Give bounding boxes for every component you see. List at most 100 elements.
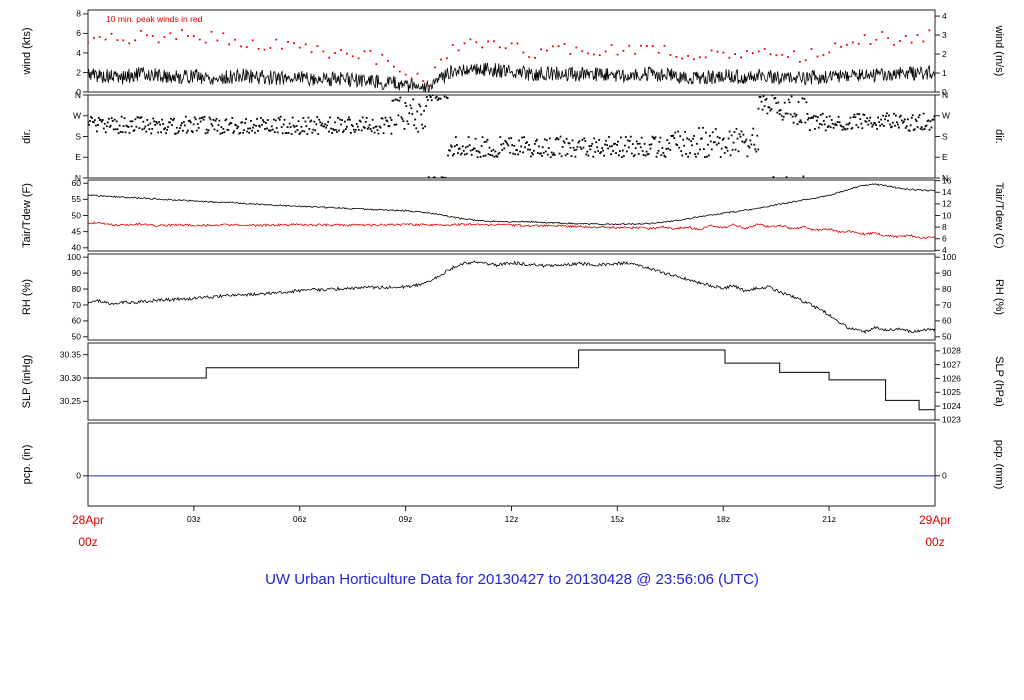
y-tick-right-dir: S (942, 131, 948, 141)
y-tick-left-tair: 60 (72, 178, 82, 188)
y-tick-left-wind: 2 (76, 67, 81, 77)
panel-border-tair (87, 179, 936, 252)
chart-title: UW Urban Horticulture Data for 20130427 … (265, 571, 759, 588)
y-axis-label-right-rh: RH (%) (993, 279, 1005, 315)
y-tick-left-tair: 55 (72, 194, 82, 204)
y-axis-label-left-tair: Tair/Tdew (F) (21, 183, 33, 248)
y-tick-right-rh: 100 (942, 252, 956, 262)
y-axis-label-left-rh: RH (%) (21, 279, 33, 315)
y-tick-right-rh: 70 (942, 300, 952, 310)
y-axis-label-right-tair: Tair/Tdew (C) (993, 182, 1005, 248)
y-tick-right-wind: 1 (942, 68, 947, 78)
series-wind-speed-kts (88, 62, 935, 92)
series-tdew-f (88, 221, 935, 239)
x-axis-date-right: 00z (925, 535, 944, 549)
y-tick-right-slp: 1024 (942, 401, 961, 411)
x-tick-label: 15z (611, 514, 625, 524)
panel-slp: 30.25 30.30 30.35 1023 1024 1025 1026 1027 1028 S… (21, 342, 1005, 425)
panel-pcp: 0 0 pcp. (in) pcp. (mm) (21, 422, 1005, 507)
y-tick-right-tair: 8 (942, 222, 947, 232)
y-tick-right-rh: 50 (942, 332, 952, 342)
y-tick-right-tair: 12 (942, 199, 952, 209)
series-peak-wind-kts (88, 29, 931, 87)
panel-border-rh (87, 253, 936, 341)
y-tick-left-dir: S (75, 131, 81, 141)
x-tick-label: 09z (399, 514, 413, 524)
x-axis-date-left: 00z (78, 535, 97, 549)
x-axis-date-left: 28Apr (72, 513, 104, 527)
y-tick-right-slp: 1025 (942, 387, 961, 397)
y-tick-right-tair: 4 (942, 245, 947, 255)
y-tick-left-tair: 40 (72, 243, 82, 253)
y-axis-label-left-slp: SLP (inHg) (21, 355, 33, 409)
y-tick-right-slp: 1027 (942, 359, 961, 369)
y-tick-right-dir: E (942, 152, 948, 162)
y-tick-left-dir: N (75, 90, 81, 100)
x-axis-date-right: 29Apr (919, 513, 951, 527)
series-slp-inhg (88, 349, 935, 411)
y-tick-right-wind: 2 (942, 49, 947, 59)
y-tick-left-slp: 30.35 (60, 349, 82, 359)
y-tick-left-rh: 50 (72, 332, 82, 342)
y-tick-left-wind: 6 (76, 28, 81, 38)
x-tick-label: 06z (293, 514, 307, 524)
y-axis-label-left-wind: wind (kts) (21, 27, 33, 75)
y-tick-left-wind: 8 (76, 9, 81, 19)
y-axis-label-left-pcp: pcp. (in) (21, 445, 33, 485)
y-axis-label-right-slp: SLP (hPa) (993, 356, 1005, 407)
y-tick-right-tair: 14 (942, 187, 952, 197)
y-tick-right-slp: 1023 (942, 415, 961, 425)
panel-border-wind (87, 9, 936, 93)
y-tick-left-rh: 90 (72, 268, 82, 278)
x-tick-label: 12z (505, 514, 519, 524)
series-tair-f (88, 183, 935, 226)
y-tick-right-rh: 60 (942, 316, 952, 326)
x-tick-label: 03z (187, 514, 201, 524)
y-tick-left-pcp: 0 (76, 471, 81, 481)
y-tick-left-wind: 4 (76, 48, 81, 58)
y-tick-right-dir: W (942, 111, 950, 121)
y-tick-right-wind: 4 (942, 11, 947, 21)
y-axis-label-left-dir: dir. (21, 129, 33, 144)
y-axis-label-right-wind: wind (m/s) (993, 25, 1005, 77)
y-tick-right-wind: 0 (942, 87, 947, 97)
panel-border-slp (87, 342, 936, 421)
y-tick-left-wind: 0 (76, 87, 81, 97)
x-tick-label: 18z (716, 514, 730, 524)
y-tick-right-pcp: 0 (942, 471, 947, 481)
y-tick-right-rh: 80 (942, 284, 952, 294)
y-tick-right-slp: 1028 (942, 346, 961, 356)
y-tick-right-tair: 10 (942, 210, 952, 220)
y-tick-left-rh: 70 (72, 300, 82, 310)
panel-wind: 0 2 4 6 8 0 1 2 3 4 wind (kts) wind (m/s) (21, 9, 1005, 97)
y-tick-left-rh: 80 (72, 284, 82, 294)
y-tick-right-dir: N (942, 173, 948, 183)
y-tick-left-slp: 30.25 (60, 396, 82, 406)
y-tick-left-dir: E (75, 152, 81, 162)
y-tick-left-rh: 60 (72, 316, 82, 326)
series-wind-direction (88, 95, 935, 178)
y-tick-left-rh: 100 (67, 252, 81, 262)
y-tick-right-tair: 6 (942, 234, 947, 244)
peak-wind-annotation: 10 min. peak winds in red (106, 14, 203, 24)
series-rh-percent (88, 260, 935, 335)
y-tick-right-slp: 1026 (942, 373, 961, 383)
y-axis-label-right-dir: dir. (993, 129, 1005, 144)
panel-rh: 50 60 70 80 90 100 50 60 70 80 90 100 RH (%) RH (%) (21, 252, 1005, 342)
y-tick-left-tair: 45 (72, 226, 82, 236)
y-axis-label-right-pcp: pcp. (mm) (993, 440, 1005, 490)
x-tick-label: 21z (822, 514, 836, 524)
panel-border-pcp (87, 422, 936, 507)
y-tick-right-tair: 16 (942, 175, 952, 185)
y-tick-left-slp: 30.30 (60, 373, 82, 383)
y-tick-right-wind: 3 (942, 30, 947, 40)
y-tick-right-dir: N (942, 90, 948, 100)
y-tick-left-tair: 50 (72, 210, 82, 220)
panel-border-dir (87, 94, 936, 179)
y-tick-left-dir: W (73, 111, 81, 121)
y-tick-right-rh: 90 (942, 268, 952, 278)
